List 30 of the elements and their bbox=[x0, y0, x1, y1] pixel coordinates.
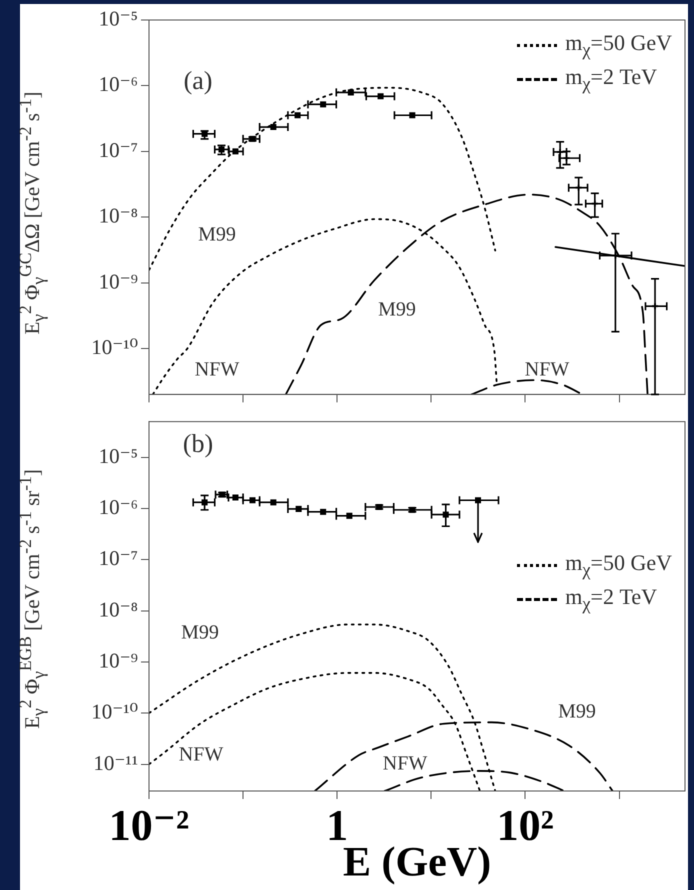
legend-label: m$_{χ}$=50 GeV bbox=[565, 30, 672, 60]
annotation: NFW bbox=[524, 358, 570, 380]
annotation: NFW bbox=[382, 752, 428, 774]
y-tick-label: 10⁻⁸ bbox=[98, 597, 138, 622]
annotation: NFW bbox=[178, 743, 224, 766]
x-tick-label: 10² bbox=[496, 800, 554, 850]
y-tick-label: 10⁻⁵ bbox=[98, 444, 138, 468]
legend-label: m$_{χ}$=2 TeV bbox=[565, 64, 658, 95]
y-tick-label: 10⁻⁷ bbox=[98, 546, 138, 570]
annotation: M99 bbox=[181, 621, 219, 644]
y-tick-label: 10⁻¹⁰ bbox=[91, 700, 138, 724]
legend-label: m$_{χ}$=2 TeV bbox=[565, 584, 658, 615]
x-axis-title: E (GeV) bbox=[342, 840, 492, 886]
y-tick-label: 10⁻¹¹ bbox=[93, 750, 138, 775]
legend-label: m$_{χ}$=50 GeV bbox=[565, 550, 672, 580]
annotation: M99 bbox=[558, 700, 596, 722]
y-tick-label: 10⁻⁹ bbox=[98, 648, 138, 672]
annotation: M99 bbox=[198, 223, 236, 246]
annotation: NFW bbox=[194, 358, 240, 380]
y-tick-label: 10⁻⁷ bbox=[98, 138, 138, 162]
annotation: (b) bbox=[182, 428, 214, 458]
annotation: M99 bbox=[378, 298, 416, 320]
x-tick-label: 10⁻² bbox=[108, 800, 190, 850]
y-tick-label: 10⁻⁸ bbox=[98, 204, 138, 228]
y-tick-label: 10⁻⁶ bbox=[98, 495, 138, 520]
y-tick-label: 10⁻⁶ bbox=[98, 72, 138, 96]
y-tick-label: 10⁻⁵ bbox=[98, 6, 138, 31]
y-tick-label: 10⁻⁹ bbox=[98, 269, 138, 294]
annotation: (a) bbox=[184, 66, 212, 95]
y-tick-label: 10⁻¹⁰ bbox=[91, 334, 138, 359]
